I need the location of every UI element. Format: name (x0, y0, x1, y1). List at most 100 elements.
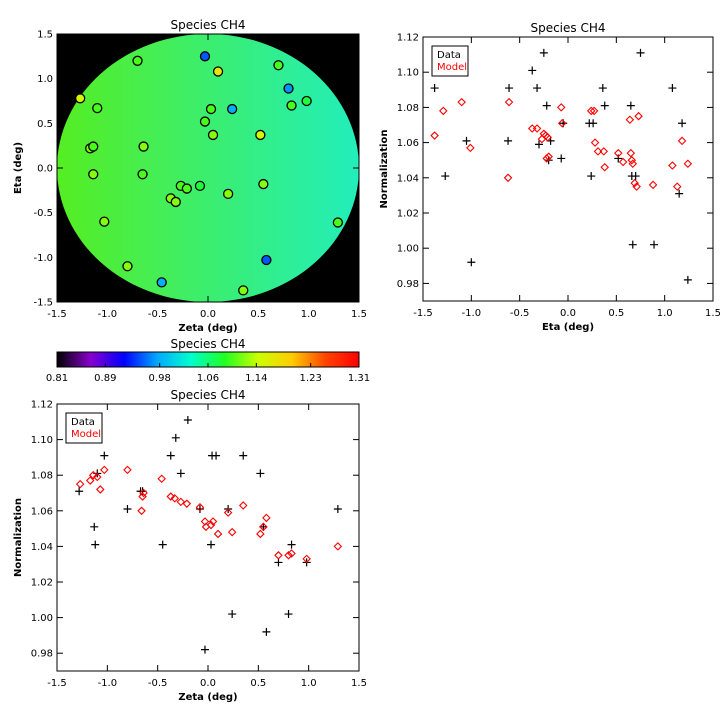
data-point (212, 451, 221, 460)
legend-entry: Data (437, 50, 461, 61)
model-point (532, 124, 542, 133)
data-point (195, 505, 204, 514)
data-point (100, 451, 109, 460)
colorbar-tick-label: 1.31 (348, 373, 370, 384)
x-tick-label: -0.5 (148, 678, 168, 689)
data-point (256, 469, 265, 478)
map-point (301, 95, 312, 107)
model-point (439, 106, 448, 116)
y-tick-label: -1.5 (33, 298, 53, 309)
y-tick-label: 1.00 (397, 244, 419, 255)
y-tick-label: 1.08 (397, 103, 419, 114)
map-panel: -1.5 -1.0 -0.5 0.0 0.5 1.0 1.5 -1.5 -1.0 -0.5 0.0 0… (13, 18, 367, 334)
map-point (283, 83, 294, 94)
model-point (466, 143, 475, 153)
map-point (181, 183, 193, 194)
colorbar-tick-label: 0.89 (94, 373, 116, 384)
data-point (75, 487, 84, 496)
x-tick-label: 1.0 (657, 308, 673, 319)
map-point (261, 254, 272, 266)
data-point (91, 540, 100, 549)
data-point (589, 119, 598, 128)
y-tick-label: 1.5 (37, 30, 53, 41)
data-point (678, 119, 687, 128)
x-tick-label: 0.0 (200, 678, 216, 689)
data-point (668, 84, 677, 93)
map-point (199, 116, 211, 127)
map-point (258, 178, 269, 190)
y-tick-label: 0.98 (31, 649, 53, 660)
x-tick-label: 0.0 (560, 308, 576, 319)
data-point (228, 610, 237, 619)
model-point (137, 506, 146, 516)
x-tick-label: 1.0 (301, 678, 317, 689)
data-point (598, 84, 607, 93)
colorbar-tick-label: 1.06 (197, 373, 219, 384)
data-point (542, 101, 551, 110)
data-point (636, 48, 645, 57)
y-tick-label: 1.10 (31, 435, 53, 446)
model-point (556, 103, 566, 112)
model-point (626, 148, 636, 158)
map-point (222, 188, 234, 200)
model-point (683, 159, 693, 168)
data-point (183, 416, 192, 425)
map-point (75, 93, 86, 104)
data-point (259, 522, 268, 531)
model-point (632, 182, 641, 191)
data-point (166, 451, 175, 460)
model-point (668, 161, 677, 170)
y-tick-label: -0.5 (33, 208, 53, 219)
model-point (586, 106, 596, 116)
data-point (675, 189, 684, 198)
data-point (123, 505, 132, 514)
model-point (613, 148, 623, 158)
data-point (504, 136, 513, 145)
data-point (200, 645, 209, 654)
model-point (238, 501, 248, 510)
data-point (614, 154, 623, 163)
map-field-disk (57, 34, 359, 302)
map-point (92, 102, 103, 114)
map-point (137, 169, 148, 180)
x-tick-label: 1.0 (301, 309, 317, 320)
map-point (88, 169, 99, 180)
model-point (557, 118, 567, 128)
data-point (467, 258, 476, 267)
y-tick-label: 1.0 (37, 74, 53, 85)
y-tick-label: 1.04 (397, 173, 419, 184)
legend-box (431, 45, 469, 77)
data-point (430, 84, 439, 93)
map-point (194, 180, 206, 192)
model-point (672, 182, 682, 191)
data-point (239, 451, 248, 460)
x-tick-label: -1.0 (462, 308, 482, 319)
model-point (600, 162, 610, 172)
data-point (557, 154, 566, 163)
map-point (156, 277, 167, 288)
data-point (171, 433, 180, 442)
model-point (542, 154, 552, 163)
data-point (631, 172, 640, 181)
model-point (625, 115, 635, 124)
map-point (199, 51, 211, 62)
plot-frame (422, 36, 714, 302)
legend-entry: Data (71, 417, 95, 428)
x-tick-label: -1.5 (413, 308, 433, 319)
model-point (259, 522, 268, 532)
model-point (627, 155, 637, 165)
y-tick-label: 1.08 (31, 471, 53, 482)
y-tick-label: 1.12 (31, 400, 53, 411)
y-axis-label: Normalization (379, 130, 390, 209)
data-point (683, 275, 692, 284)
map-point (99, 216, 110, 227)
map-point (273, 60, 284, 71)
x-tick-label: -1.5 (47, 678, 67, 689)
legend-box (65, 412, 103, 444)
x-axis-label: Zeta (deg) (178, 692, 237, 703)
y-tick-label: 1.06 (31, 506, 53, 517)
y-tick-label: 0.98 (397, 279, 419, 290)
